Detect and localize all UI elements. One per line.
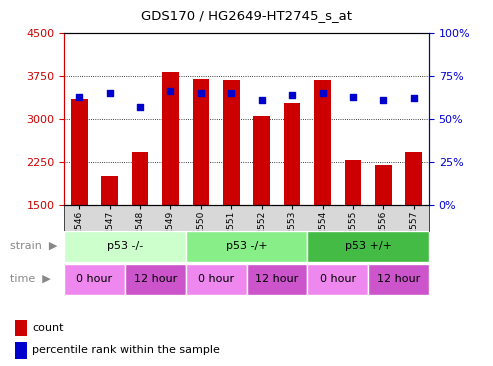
Point [380, 97, 387, 103]
Point [75, 94, 83, 100]
Bar [345, 160, 361, 205]
Bar [132, 152, 148, 205]
Text: 0 hour: 0 hour [76, 274, 112, 284]
Bar [71, 99, 88, 205]
Bar [15, 320, 27, 336]
Bar [64, 264, 125, 295]
Text: 0 hour: 0 hour [319, 274, 356, 284]
Text: GDS170 / HG2649-HT2745_s_at: GDS170 / HG2649-HT2745_s_at [141, 9, 352, 22]
Bar [253, 116, 270, 205]
Bar [314, 80, 331, 205]
Text: strain  ▶: strain ▶ [10, 241, 57, 251]
Bar [162, 72, 179, 205]
Bar [375, 165, 391, 205]
Text: p53 -/-: p53 -/- [107, 241, 143, 251]
Point [288, 92, 296, 98]
Bar [186, 231, 307, 262]
Text: count: count [32, 322, 64, 333]
Bar [223, 80, 240, 205]
Point [197, 90, 205, 96]
Text: percentile rank within the sample: percentile rank within the sample [32, 346, 220, 355]
Point [106, 90, 113, 96]
Point [167, 89, 175, 94]
Bar [307, 264, 368, 295]
Text: time  ▶: time ▶ [10, 274, 51, 284]
Point [136, 104, 144, 110]
Bar [64, 231, 186, 262]
Point [349, 94, 357, 100]
Text: 12 hour: 12 hour [255, 274, 299, 284]
Text: 12 hour: 12 hour [134, 274, 177, 284]
Text: p53 -/+: p53 -/+ [226, 241, 267, 251]
Text: 0 hour: 0 hour [198, 274, 234, 284]
Bar [405, 152, 422, 205]
Point [410, 96, 418, 101]
Bar [368, 264, 429, 295]
Point [227, 90, 235, 96]
Point [318, 90, 326, 96]
Bar [193, 79, 209, 205]
Bar [15, 342, 27, 359]
Bar [125, 264, 186, 295]
Bar [186, 264, 246, 295]
Bar [307, 231, 429, 262]
Text: p53 +/+: p53 +/+ [345, 241, 391, 251]
Bar [102, 176, 118, 205]
Bar [284, 103, 300, 205]
Point [258, 97, 266, 103]
Text: 12 hour: 12 hour [377, 274, 420, 284]
Bar [246, 264, 307, 295]
